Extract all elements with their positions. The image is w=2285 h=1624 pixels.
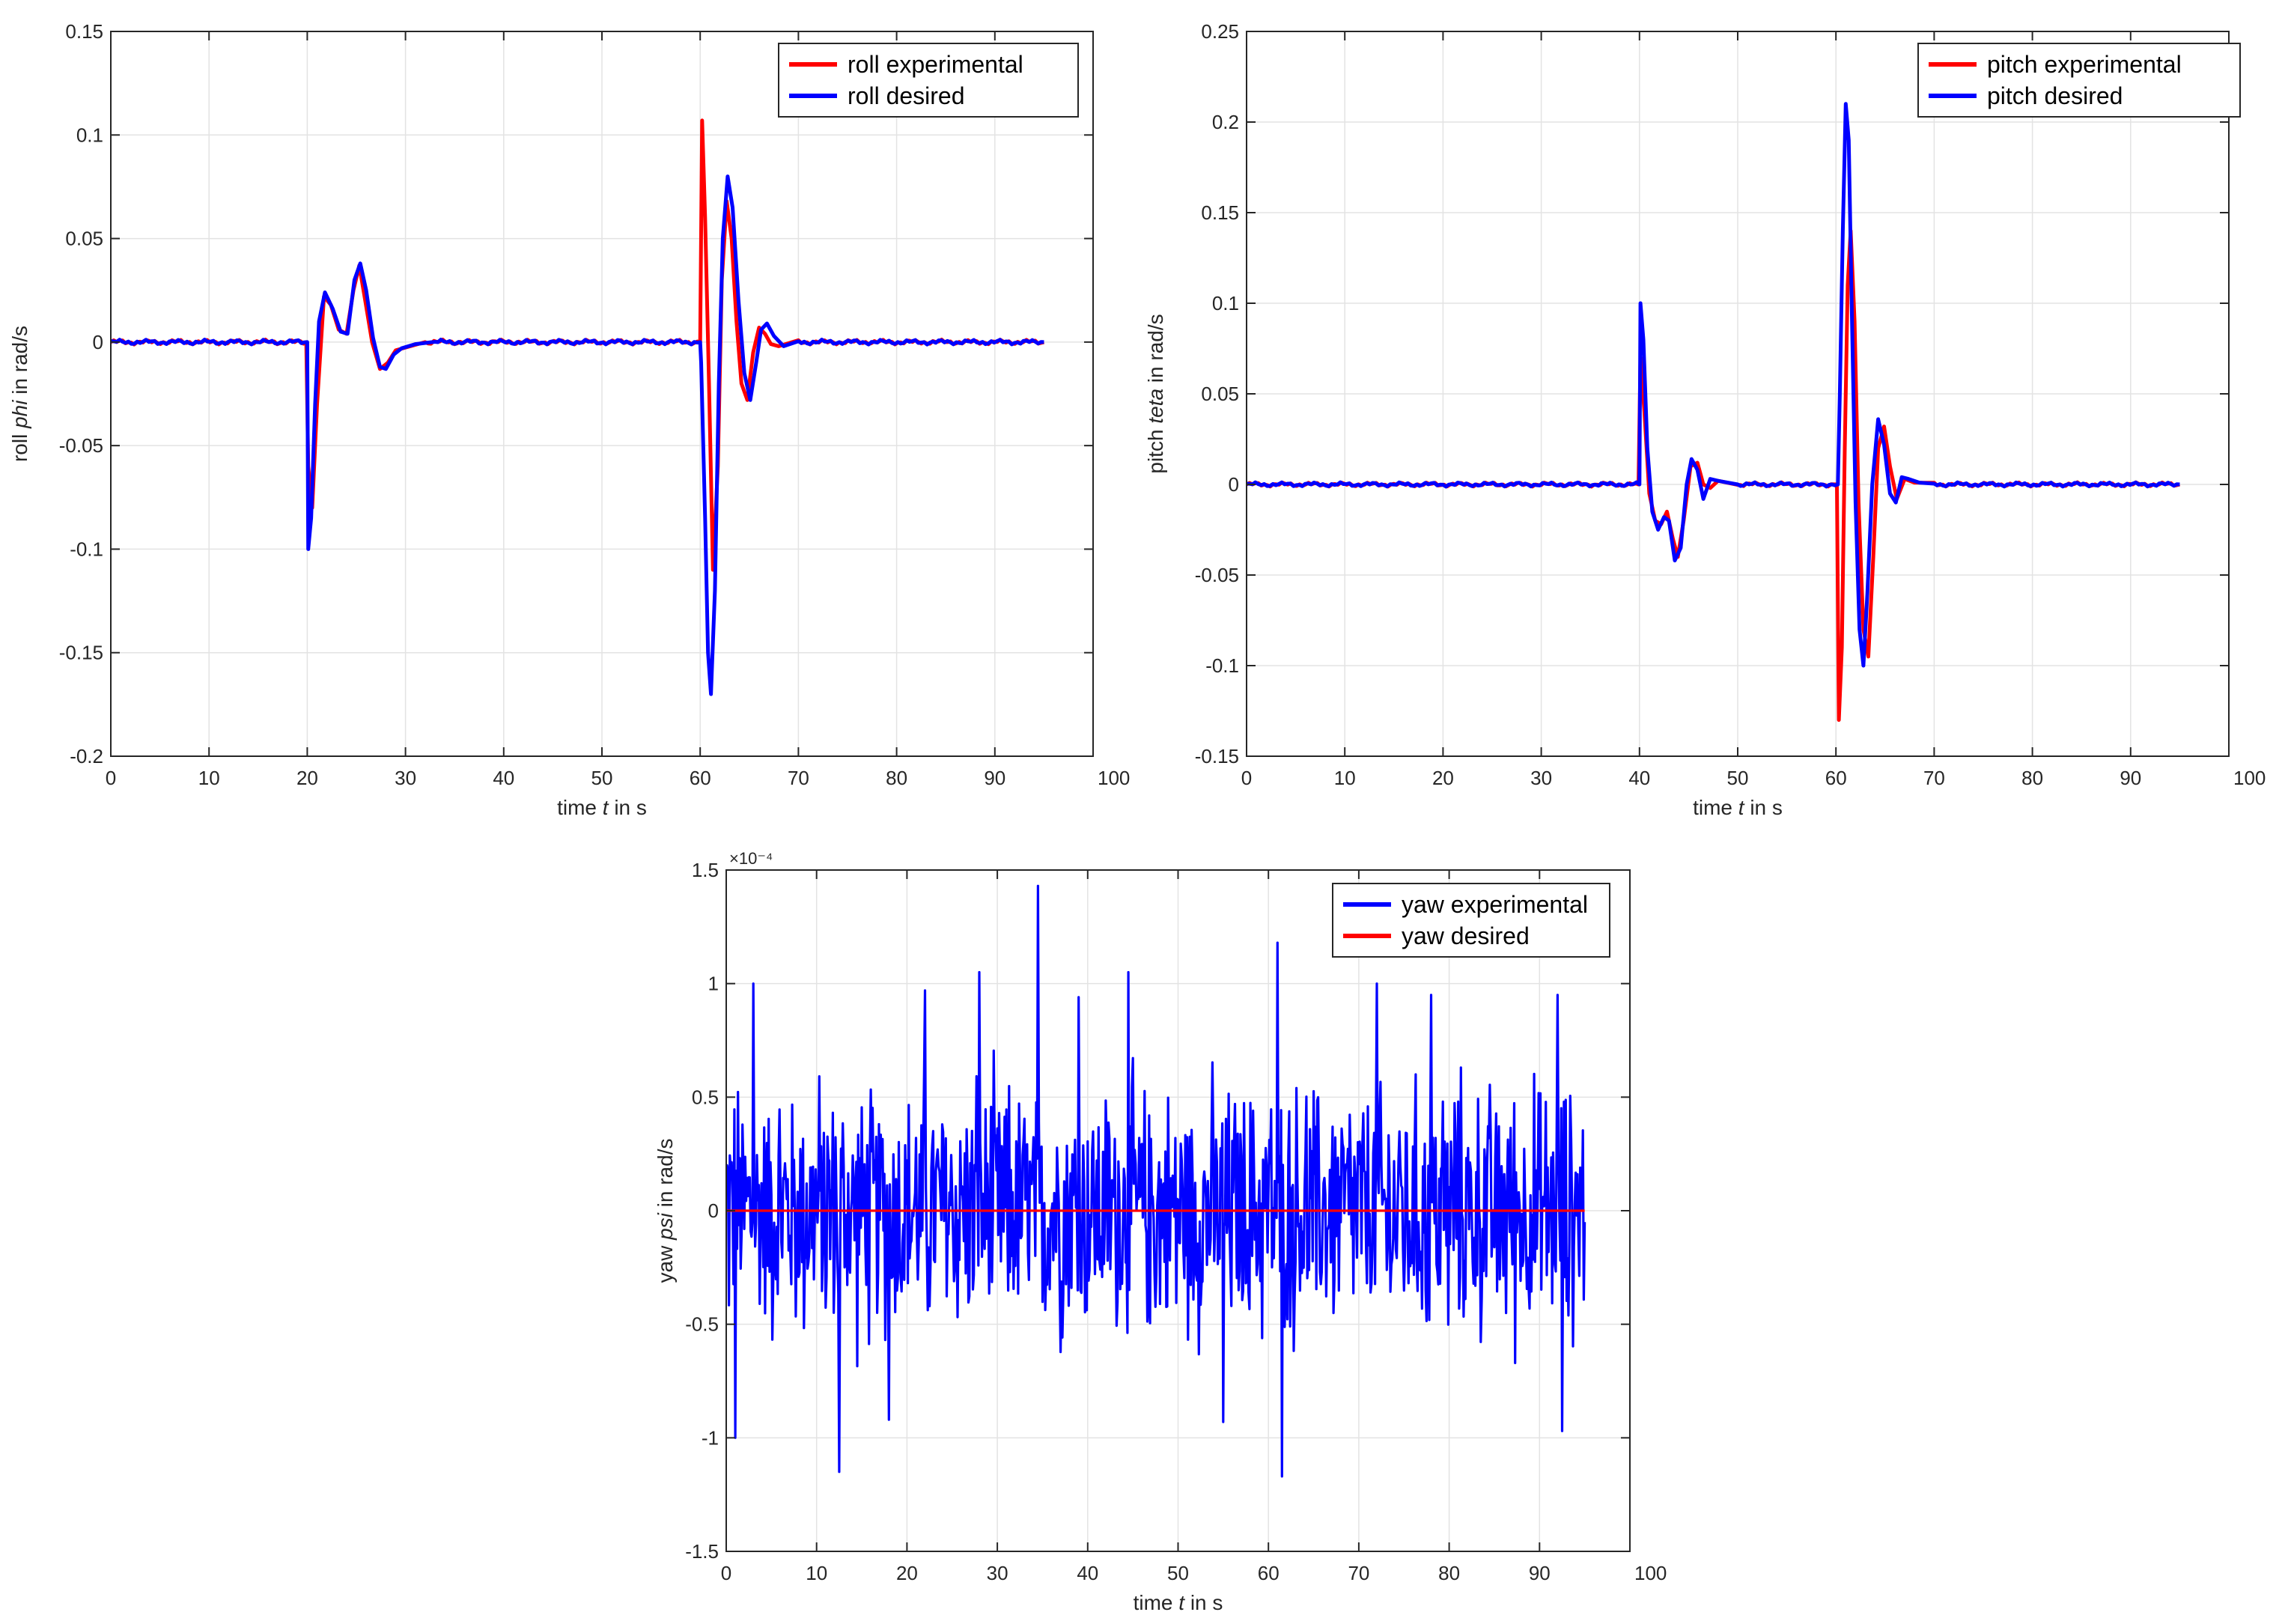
legend-label: roll desired <box>848 82 965 109</box>
y-tick-label: -0.1 <box>70 538 103 560</box>
legend: pitch experimental pitch desired <box>1917 43 2241 118</box>
x-tick-label: 100 <box>1634 1562 1667 1584</box>
data-layer <box>1247 102 2180 723</box>
legend-box <box>1917 43 2241 118</box>
series-line-yaw-experimental <box>726 884 1586 1478</box>
x-tick-label: 90 <box>2120 767 2141 789</box>
y-tick-label: -0.1 <box>1205 654 1239 677</box>
y-tick-label: 0.1 <box>1212 292 1239 314</box>
y-tick-label: -0.15 <box>1195 745 1239 767</box>
yaw-chart: 0 10 20 30 40 50 60 70 80 90 100 -1.5 -1 -0.5 0 0.5 1 1.5… <box>654 849 1667 1614</box>
x-tick-label: 40 <box>493 767 514 789</box>
y-tick-label: -0.05 <box>59 434 103 457</box>
x-tick-label: 0 <box>106 767 116 789</box>
y-tick-label: -0.2 <box>70 745 103 767</box>
roll-chart: 0 10 20 30 40 50 60 70 80 90 100 -0.2 -0.15 -0.1 -0.05… <box>8 20 1130 819</box>
x-tick-label: 30 <box>987 1562 1008 1584</box>
y-tick-label: 1.5 <box>692 859 719 881</box>
x-tick-label: 70 <box>1923 767 1945 789</box>
legend: roll experimental roll desired <box>778 43 1079 118</box>
x-axis-label: time t in s <box>1134 1591 1223 1614</box>
legend-box <box>778 43 1079 118</box>
y-tick-label: -1 <box>702 1426 719 1449</box>
x-tick-label: 0 <box>721 1562 731 1584</box>
series-line-pitch-desired <box>1247 102 2180 668</box>
data-layer <box>726 884 1586 1478</box>
y-tick-label: 0.15 <box>1201 201 1239 224</box>
y-tick-label: 0.2 <box>1212 111 1239 133</box>
x-tick-label: 40 <box>1077 1562 1098 1584</box>
y-axis-label: roll phi in rad/s <box>8 326 31 462</box>
x-tick-label: 0 <box>1241 767 1252 789</box>
x-tick-label: 30 <box>1530 767 1552 789</box>
y-tick-label: -0.05 <box>1195 564 1239 586</box>
x-tick-label: 40 <box>1628 767 1650 789</box>
y-tick-label: 0 <box>708 1199 719 1222</box>
y-axis-label: yaw psi in rad/s <box>654 1139 677 1283</box>
y-tick-label: 0.1 <box>76 124 103 146</box>
x-tick-label: 20 <box>896 1562 918 1584</box>
y-scale-exponent: ×10⁻⁴ <box>729 849 773 868</box>
x-tick-label: 60 <box>1258 1562 1280 1584</box>
legend-label: roll experimental <box>848 51 1023 78</box>
y-tick-label: 0.25 <box>1201 20 1239 43</box>
x-tick-label: 70 <box>1348 1562 1369 1584</box>
y-tick-label: 0 <box>93 331 103 353</box>
x-axis-label: time t in s <box>1693 796 1783 819</box>
x-tick-label: 10 <box>1334 767 1356 789</box>
series-line-roll-desired <box>111 174 1044 696</box>
x-tick-label: 80 <box>2021 767 2043 789</box>
y-tick-label: -0.15 <box>59 642 103 664</box>
x-tick-label: 80 <box>886 767 907 789</box>
x-tick-label: 50 <box>1727 767 1749 789</box>
x-tick-label: 30 <box>395 767 416 789</box>
x-tick-label: 20 <box>296 767 318 789</box>
y-tick-label: 0.05 <box>1201 383 1239 405</box>
x-tick-label: 50 <box>1167 1562 1189 1584</box>
y-tick-label: -1.5 <box>685 1540 719 1563</box>
legend-label: yaw desired <box>1402 922 1530 949</box>
x-tick-label: 50 <box>591 767 613 789</box>
x-tick-label: 100 <box>2233 767 2266 789</box>
x-axis-label: time t in s <box>557 796 647 819</box>
y-tick-label: 0.05 <box>65 228 103 250</box>
x-tick-label: 60 <box>1825 767 1847 789</box>
x-tick-label: 60 <box>690 767 711 789</box>
legend-label: yaw experimental <box>1402 891 1588 918</box>
x-tick-label: 70 <box>788 767 809 789</box>
legend-box <box>1332 883 1610 958</box>
x-tick-label: 80 <box>1438 1562 1460 1584</box>
x-tick-label: 90 <box>1529 1562 1551 1584</box>
legend-label: pitch experimental <box>1987 51 2182 78</box>
legend-label: pitch desired <box>1987 82 2123 109</box>
y-tick-label: 0 <box>1229 473 1239 496</box>
x-tick-label: 20 <box>1432 767 1454 789</box>
y-tick-label: 0.5 <box>692 1086 719 1108</box>
pitch-chart: 0 10 20 30 40 50 60 70 80 90 100 -0.15 -0.1 -0.05 0 0.0… <box>1144 20 2266 819</box>
x-tick-label: 90 <box>984 767 1005 789</box>
legend: yaw experimental yaw desired <box>1332 883 1610 958</box>
x-tick-label: 10 <box>806 1562 827 1584</box>
x-tick-label: 10 <box>198 767 220 789</box>
y-tick-label: 0.15 <box>65 20 103 43</box>
x-tick-label: 100 <box>1098 767 1130 789</box>
data-layer <box>111 118 1045 696</box>
y-tick-label: 1 <box>708 973 719 995</box>
y-axis-label: pitch teta in rad/s <box>1144 314 1167 473</box>
y-tick-label: -0.5 <box>685 1313 719 1336</box>
